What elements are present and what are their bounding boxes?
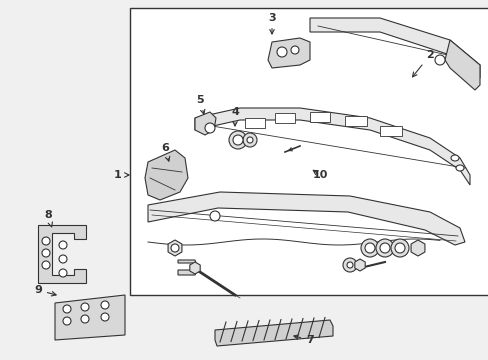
Circle shape: [204, 123, 215, 133]
Text: 7: 7: [293, 335, 313, 345]
Polygon shape: [145, 150, 187, 200]
Polygon shape: [195, 112, 216, 135]
Circle shape: [360, 239, 378, 257]
Circle shape: [364, 243, 374, 253]
Circle shape: [81, 303, 89, 311]
Circle shape: [394, 243, 404, 253]
Polygon shape: [55, 295, 125, 340]
Polygon shape: [38, 225, 86, 283]
Circle shape: [101, 301, 109, 309]
Polygon shape: [354, 259, 365, 271]
Circle shape: [379, 243, 389, 253]
Polygon shape: [189, 262, 200, 274]
Text: 5: 5: [196, 95, 204, 114]
Polygon shape: [178, 260, 198, 275]
Polygon shape: [168, 240, 182, 256]
Text: 3: 3: [267, 13, 275, 34]
Bar: [379, 126, 401, 136]
Circle shape: [101, 313, 109, 321]
Polygon shape: [148, 192, 464, 245]
Text: 8: 8: [44, 210, 52, 227]
Bar: [244, 118, 264, 128]
Text: 1: 1: [114, 170, 129, 180]
Text: 9: 9: [34, 285, 56, 296]
Ellipse shape: [450, 155, 458, 161]
Bar: [274, 113, 294, 123]
Circle shape: [390, 239, 408, 257]
Ellipse shape: [455, 165, 463, 171]
Text: 6: 6: [161, 143, 169, 161]
Circle shape: [81, 315, 89, 323]
Circle shape: [209, 211, 220, 221]
Circle shape: [63, 317, 71, 325]
Polygon shape: [267, 38, 309, 68]
Circle shape: [228, 131, 246, 149]
Circle shape: [232, 135, 243, 145]
Circle shape: [42, 237, 50, 245]
Circle shape: [63, 305, 71, 313]
Circle shape: [42, 249, 50, 257]
Circle shape: [171, 244, 179, 252]
Bar: [309, 112, 329, 122]
Circle shape: [59, 269, 67, 277]
Circle shape: [246, 137, 252, 143]
Text: 4: 4: [231, 107, 239, 126]
Circle shape: [290, 46, 298, 54]
Bar: [130, 8, 488, 295]
Polygon shape: [215, 320, 332, 346]
Circle shape: [42, 261, 50, 269]
Circle shape: [243, 133, 257, 147]
Circle shape: [59, 255, 67, 263]
Circle shape: [434, 55, 444, 65]
Circle shape: [375, 239, 393, 257]
Text: 10: 10: [312, 170, 327, 180]
Polygon shape: [309, 18, 479, 78]
Bar: [345, 116, 366, 126]
Circle shape: [342, 258, 356, 272]
Polygon shape: [195, 108, 469, 185]
Circle shape: [59, 241, 67, 249]
Polygon shape: [410, 240, 424, 256]
Polygon shape: [444, 40, 479, 90]
Text: 2: 2: [412, 50, 433, 77]
Circle shape: [276, 47, 286, 57]
Circle shape: [346, 262, 352, 268]
